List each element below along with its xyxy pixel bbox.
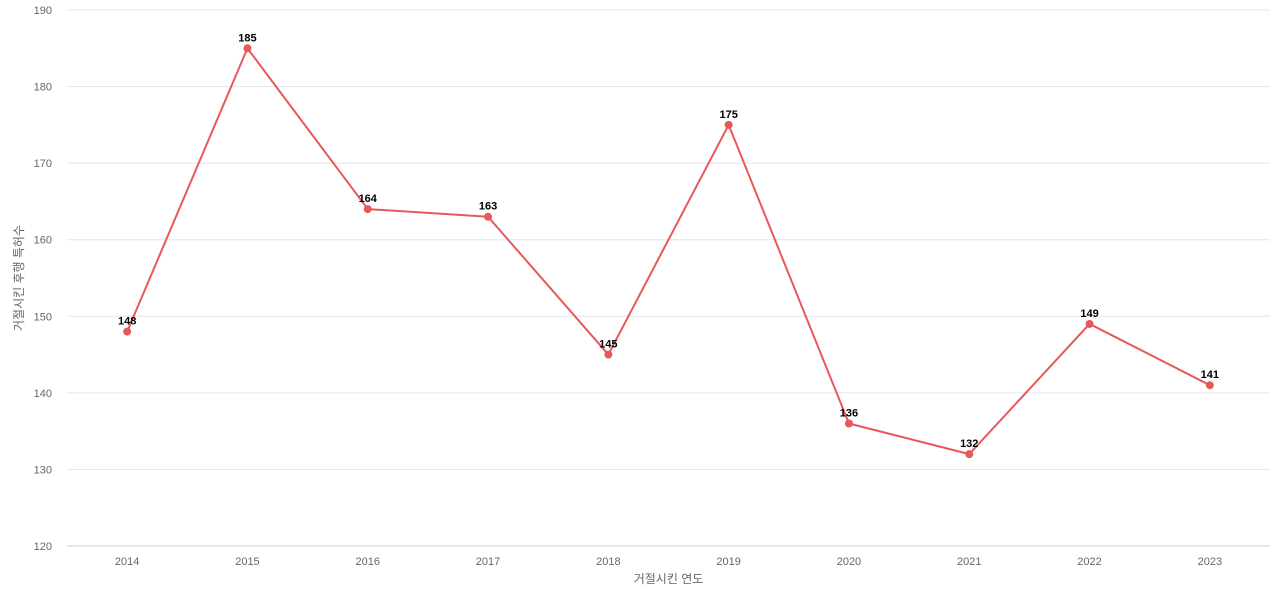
data-point: [363, 205, 372, 214]
data-label: 149: [1080, 308, 1098, 320]
y-tick-label: 170: [34, 158, 52, 170]
y-tick-label: 180: [34, 82, 52, 94]
x-tick-label: 2021: [957, 556, 981, 568]
data-label: 136: [840, 407, 858, 419]
data-label: 185: [238, 32, 256, 44]
y-axis-title: 거절시킨 후행 특허수: [11, 225, 26, 331]
x-tick-label: 2023: [1198, 556, 1222, 568]
data-label: 141: [1201, 369, 1219, 381]
x-axis-title: 거절시킨 연도: [634, 572, 704, 586]
x-tick-label: 2018: [596, 556, 620, 568]
x-tick-label: 2015: [235, 556, 259, 568]
data-label: 163: [479, 201, 497, 213]
data-point: [844, 419, 853, 428]
gridlines: [67, 9, 1270, 470]
data-point: [724, 120, 733, 129]
x-axis-ticks: 2014 2015 2016 2017 2018 2019 2020 2021 2022 2023: [115, 556, 1222, 568]
data-point: [123, 327, 132, 336]
data-point: [243, 44, 252, 53]
x-tick-label: 2014: [115, 556, 139, 568]
data-label: 164: [359, 193, 378, 205]
x-tick-label: 2019: [716, 556, 740, 568]
data-point: [1205, 381, 1214, 390]
data-label: 145: [599, 339, 617, 351]
x-tick-label: 2016: [356, 556, 380, 568]
y-tick-label: 160: [34, 235, 52, 247]
data-point: [965, 450, 974, 459]
data-label: 148: [118, 316, 136, 328]
x-tick-label: 2022: [1077, 556, 1101, 568]
data-point: [1085, 319, 1094, 328]
y-tick-label: 150: [34, 311, 52, 323]
data-label: 132: [960, 438, 978, 450]
y-tick-label: 190: [34, 5, 52, 17]
data-labels: 148 185 164 163 145 175 136 132 149 141: [118, 32, 1219, 450]
series-layer: [123, 44, 1214, 459]
y-tick-label: 130: [34, 464, 52, 476]
data-point: [484, 212, 493, 221]
y-tick-label: 140: [34, 388, 52, 400]
x-tick-label: 2017: [476, 556, 500, 568]
x-tick-label: 2020: [837, 556, 861, 568]
series-line: [126, 47, 1211, 456]
data-point: [604, 350, 613, 359]
y-axis-ticks: 120 130 140 150 160 170 180 190: [34, 5, 52, 553]
data-label: 175: [719, 109, 737, 121]
y-tick-label: 120: [34, 541, 52, 553]
